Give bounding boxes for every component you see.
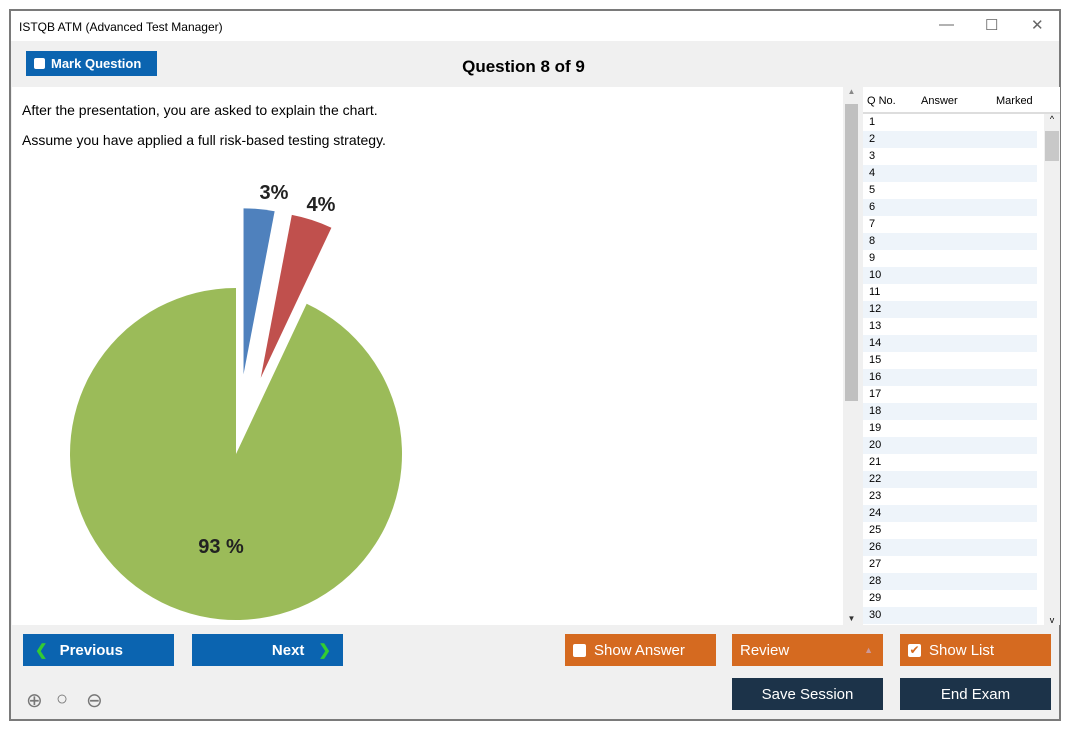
header-answer: Answer <box>921 95 958 107</box>
content-scrollbar[interactable]: ▲ ▼ <box>843 87 860 625</box>
checkbox-icon <box>573 643 586 657</box>
list-item[interactable]: 8 <box>863 233 1037 250</box>
show-list-label: Show List <box>929 641 995 659</box>
list-item[interactable]: 21 <box>869 456 882 468</box>
list-item[interactable]: 20 <box>863 437 1037 454</box>
list-item[interactable]: 5 <box>869 184 876 196</box>
question-list: Q No. Answer Marked 1 2 3 4 5 6 7 8 9 10 11 12 13 14 1… <box>863 87 1060 625</box>
list-item[interactable]: 9 <box>869 252 876 264</box>
list-item[interactable]: 4 <box>863 165 1037 182</box>
list-item[interactable]: 19 <box>869 422 882 434</box>
header-qno: Q No. <box>867 95 896 107</box>
list-item[interactable]: 29 <box>869 592 882 604</box>
list-item[interactable]: 3 <box>869 150 876 162</box>
list-item[interactable]: 28 <box>863 573 1037 590</box>
list-item[interactable]: 16 <box>863 369 1037 386</box>
list-item[interactable]: 13 <box>869 320 882 332</box>
list-item[interactable]: 24 <box>863 505 1037 522</box>
question-text: Assume you have applied a full risk-base… <box>22 132 386 148</box>
zoom-reset-icon[interactable]: ○ <box>56 688 69 710</box>
review-button[interactable]: Review ▲ <box>732 634 883 666</box>
previous-button[interactable]: ❮ Previous <box>23 634 174 666</box>
title-bar: ISTQB ATM (Advanced Test Manager) — ☐ ✕ <box>11 11 1059 41</box>
next-label: Next <box>271 641 305 659</box>
list-item[interactable]: 30 <box>863 607 1037 624</box>
checkbox-checked-icon: ✔ <box>908 642 921 657</box>
chevron-right-icon: ❯ <box>318 642 331 659</box>
list-item[interactable]: 1 <box>869 116 876 128</box>
question-text: After the presentation, you are asked to… <box>22 102 378 118</box>
scrollbar-thumb[interactable] <box>845 104 858 401</box>
list-item[interactable]: 14 <box>863 335 1037 352</box>
list-item[interactable]: 10 <box>863 267 1037 284</box>
next-button[interactable]: Next ❯ <box>192 634 343 666</box>
list-item[interactable]: 25 <box>869 524 882 536</box>
pie-label: 3% <box>260 182 289 204</box>
list-item[interactable]: 26 <box>863 539 1037 556</box>
review-label: Review <box>740 641 790 659</box>
list-scrollbar[interactable]: ^ v <box>1044 114 1060 625</box>
list-item[interactable]: 23 <box>869 490 882 502</box>
pie-chart: 3% 4% 93 % <box>69 182 403 620</box>
show-answer-button[interactable]: Show Answer <box>565 634 716 666</box>
checkbox-icon <box>34 58 45 69</box>
pie-slice <box>69 288 403 620</box>
show-list-button[interactable]: ✔ Show List <box>900 634 1051 666</box>
previous-label: Previous <box>59 641 123 659</box>
list-item[interactable]: 22 <box>863 471 1037 488</box>
list-item[interactable]: 7 <box>869 218 876 230</box>
pie-label: 4% <box>307 194 336 216</box>
list-item[interactable]: 2 <box>863 131 1037 148</box>
list-item[interactable]: 15 <box>869 354 882 366</box>
save-session-button[interactable]: Save Session <box>732 678 883 710</box>
list-header: Q No. Answer Marked <box>863 87 1060 114</box>
list-item[interactable]: 18 <box>863 403 1037 420</box>
close-button[interactable]: ✕ <box>1031 17 1044 34</box>
list-item[interactable]: 6 <box>863 199 1037 216</box>
list-item[interactable]: 27 <box>869 558 882 570</box>
list-item[interactable]: 17 <box>869 388 882 400</box>
app-window: ISTQB ATM (Advanced Test Manager) — ☐ ✕ … <box>9 9 1061 721</box>
list-item[interactable]: 12 <box>863 301 1037 318</box>
zoom-out-icon[interactable]: ⊖ <box>86 690 103 712</box>
pie-label: 93 % <box>198 536 244 558</box>
mark-question-label: Mark Question <box>51 56 142 71</box>
header-marked: Marked <box>996 95 1033 107</box>
show-answer-label: Show Answer <box>594 641 685 659</box>
list-item[interactable]: 11 <box>869 286 881 298</box>
mark-question-button[interactable]: Mark Question <box>26 51 157 76</box>
end-exam-button[interactable]: End Exam <box>900 678 1051 710</box>
window-title: ISTQB ATM (Advanced Test Manager) <box>19 20 223 34</box>
triangle-up-icon: ▲ <box>864 645 873 655</box>
zoom-in-icon[interactable]: ⊕ <box>26 690 43 712</box>
pie-slice <box>243 208 275 375</box>
minimize-button[interactable]: — <box>939 16 954 33</box>
question-title: Question 8 of 9 <box>462 57 585 76</box>
question-content: After the presentation, you are asked to… <box>12 87 843 625</box>
maximize-button[interactable]: ☐ <box>985 17 999 34</box>
list-scrollbar-thumb[interactable] <box>1045 131 1059 161</box>
pie-slice <box>260 214 332 378</box>
chevron-left-icon: ❮ <box>35 642 48 659</box>
